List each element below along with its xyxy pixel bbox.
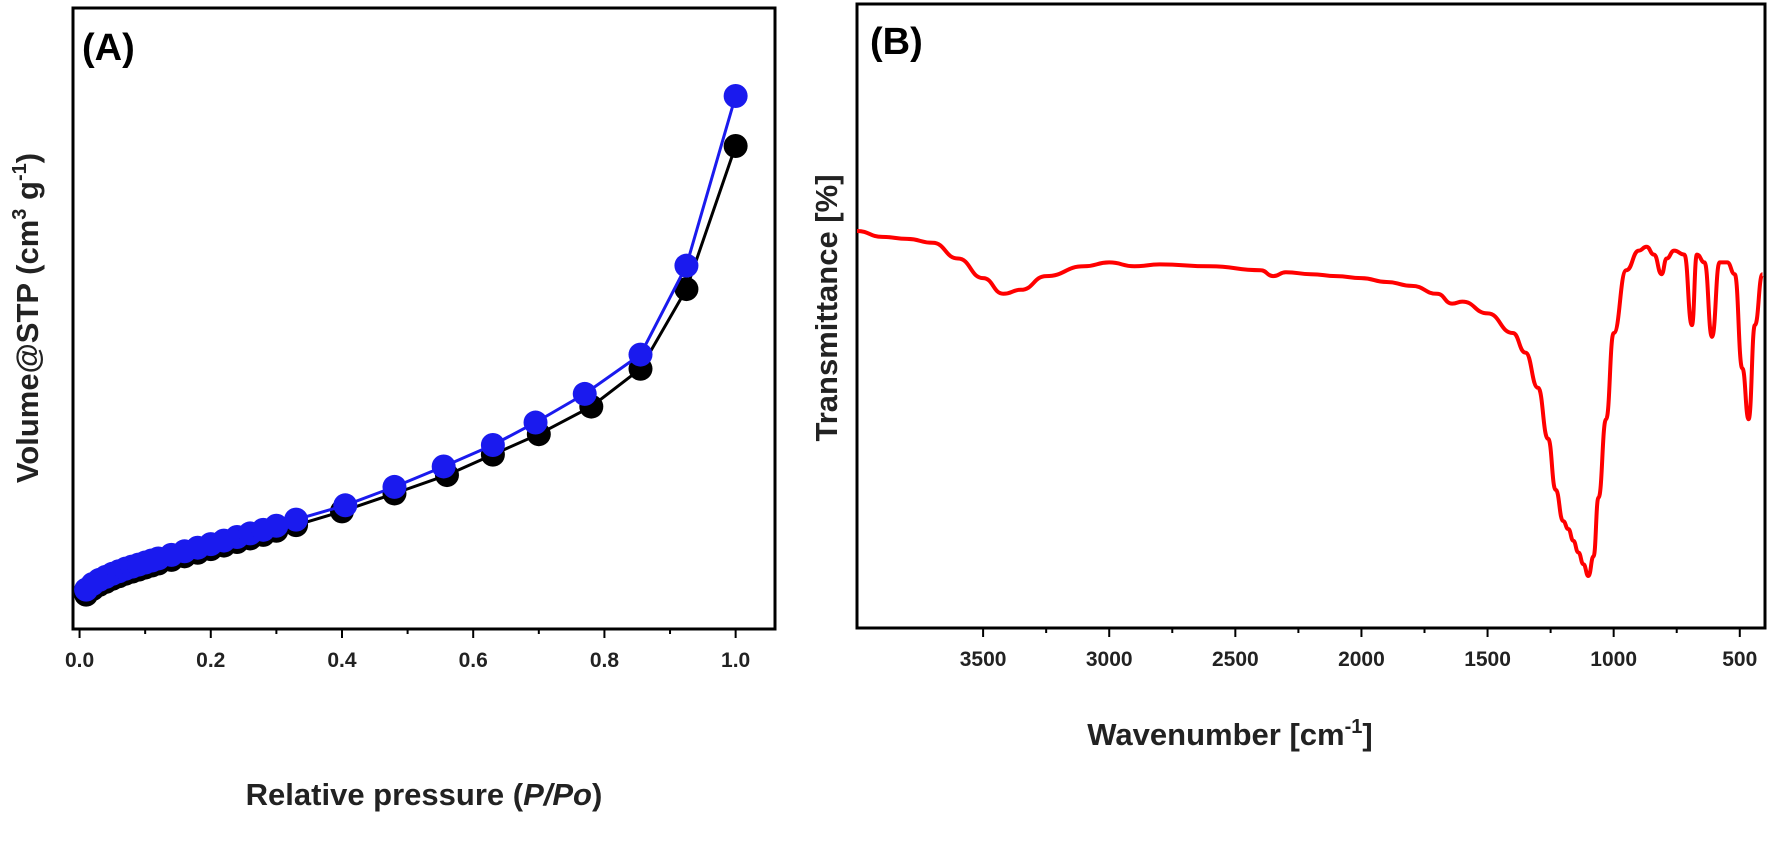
panel-a-data-point (628, 342, 653, 367)
panel-b-label: (B) (870, 21, 923, 63)
panel-a-data-point (264, 513, 289, 538)
panel-b-x-tick-label: 1000 (1590, 648, 1637, 671)
panel-a-x-tick-label: 0.6 (459, 649, 488, 672)
panel-a-x-axis-title-main: Relative pressure (246, 777, 504, 812)
panel-a-x-tick-label: 0.2 (196, 649, 225, 672)
panel-b-x-unit-sup: -1 (1345, 716, 1363, 738)
panel-b-x-tick-label: 2000 (1338, 648, 1385, 671)
panel-a-frame (71, 6, 777, 631)
panel-a-y-unit-a: (cm (10, 220, 45, 275)
panel-b-x-unit-b: ] (1362, 717, 1372, 752)
panel-a-y-axis-title-main: Volume@STP (10, 283, 45, 483)
panel-a-data-point (382, 474, 407, 499)
panel-b-spectrum-line (856, 229, 1765, 578)
panel-b-x-unit-a: [cm (1289, 717, 1344, 752)
panel-b-x-tick-label: 1500 (1464, 648, 1511, 671)
panel-a-x-axis-title: Relative pressure (P/Po) (246, 777, 603, 812)
panel-a-y-axis-title: Volume@STP (cm3 g-1) (9, 153, 45, 483)
panel-a-label: (A) (82, 27, 135, 69)
panel-a-series (74, 84, 748, 607)
panel-b-x-ticks: 3500 3000 2500 2000 1500 1000 500 (960, 628, 1757, 671)
panel-a-data-point (523, 410, 548, 435)
panel-a-data-point (431, 454, 456, 479)
panel-a-x-axis-title-italic: P/Po (523, 777, 592, 812)
panel-a-data-point (572, 381, 597, 406)
panel-b-y-axis-title: Transmittance [%] (809, 174, 844, 441)
panel-b-frame (855, 2, 1767, 630)
panel-b-x-tick-label: 3500 (960, 648, 1007, 671)
panel-a-x-tick-label: 0.8 (590, 649, 620, 672)
panel-b-x-tick-label: 2500 (1212, 648, 1259, 671)
panel-b: (B) 3500 3000 2500 2000 1500 1000 500 Wavenumb… (809, 2, 1767, 752)
panel-b-x-tick-label: 3000 (1086, 648, 1133, 671)
panel-a-data-point (674, 253, 699, 278)
panel-a-x-tick-label: 0.0 (65, 649, 94, 672)
panel-a-y-unit-sup2: -1 (9, 163, 31, 181)
panel-a-y-unit-c: ) (10, 153, 45, 163)
panel-a-data-point (723, 133, 748, 158)
panel-a-x-tick-label: 0.4 (327, 649, 357, 672)
panel-b-x-tick-label: 500 (1722, 648, 1757, 671)
panel-a-data-point (284, 507, 309, 532)
panel-a-x-tick-label: 1.0 (721, 649, 750, 672)
panel-b-series (856, 229, 1765, 578)
panel-a-data-point (674, 277, 699, 302)
panel-a-y-unit-b: g (10, 181, 45, 209)
panel-b-x-axis-title-main: Wavenumber (1087, 717, 1281, 752)
panel-a-data-point (723, 84, 748, 108)
panel-b-x-axis-title: Wavenumber [cm-1] (1087, 716, 1372, 752)
panel-a-data-point (480, 433, 505, 458)
panel-a-y-unit-sup1: 3 (9, 209, 31, 220)
panel-a: (A) 0.0 0.2 0.4 0.6 0.8 1.0 Relative pressure… (9, 6, 777, 812)
panel-a-data-point (333, 493, 358, 518)
panel-a-x-ticks: 0.0 0.2 0.4 0.6 0.8 1.0 (65, 629, 750, 672)
